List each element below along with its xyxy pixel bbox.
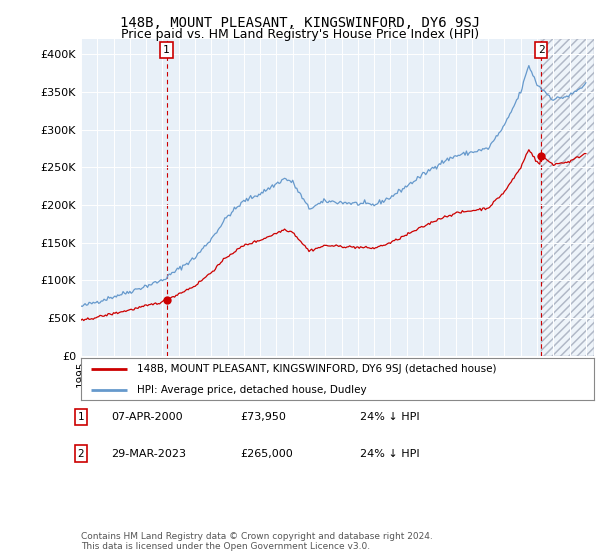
Text: 2: 2 xyxy=(77,449,85,459)
Text: 24% ↓ HPI: 24% ↓ HPI xyxy=(360,449,419,459)
Text: HPI: Average price, detached house, Dudley: HPI: Average price, detached house, Dudl… xyxy=(137,385,367,395)
Text: Price paid vs. HM Land Registry's House Price Index (HPI): Price paid vs. HM Land Registry's House … xyxy=(121,28,479,41)
Text: 148B, MOUNT PLEASANT, KINGSWINFORD, DY6 9SJ (detached house): 148B, MOUNT PLEASANT, KINGSWINFORD, DY6 … xyxy=(137,364,497,374)
Text: 2: 2 xyxy=(538,45,544,55)
Text: Contains HM Land Registry data © Crown copyright and database right 2024.
This d: Contains HM Land Registry data © Crown c… xyxy=(81,532,433,552)
Text: 148B, MOUNT PLEASANT, KINGSWINFORD, DY6 9SJ: 148B, MOUNT PLEASANT, KINGSWINFORD, DY6 … xyxy=(120,16,480,30)
Text: 1: 1 xyxy=(77,412,85,422)
Bar xyxy=(541,39,594,356)
Text: £265,000: £265,000 xyxy=(240,449,293,459)
Text: 07-APR-2000: 07-APR-2000 xyxy=(111,412,182,422)
Text: 24% ↓ HPI: 24% ↓ HPI xyxy=(360,412,419,422)
Text: 1: 1 xyxy=(163,45,170,55)
Text: 29-MAR-2023: 29-MAR-2023 xyxy=(111,449,186,459)
Text: £73,950: £73,950 xyxy=(240,412,286,422)
